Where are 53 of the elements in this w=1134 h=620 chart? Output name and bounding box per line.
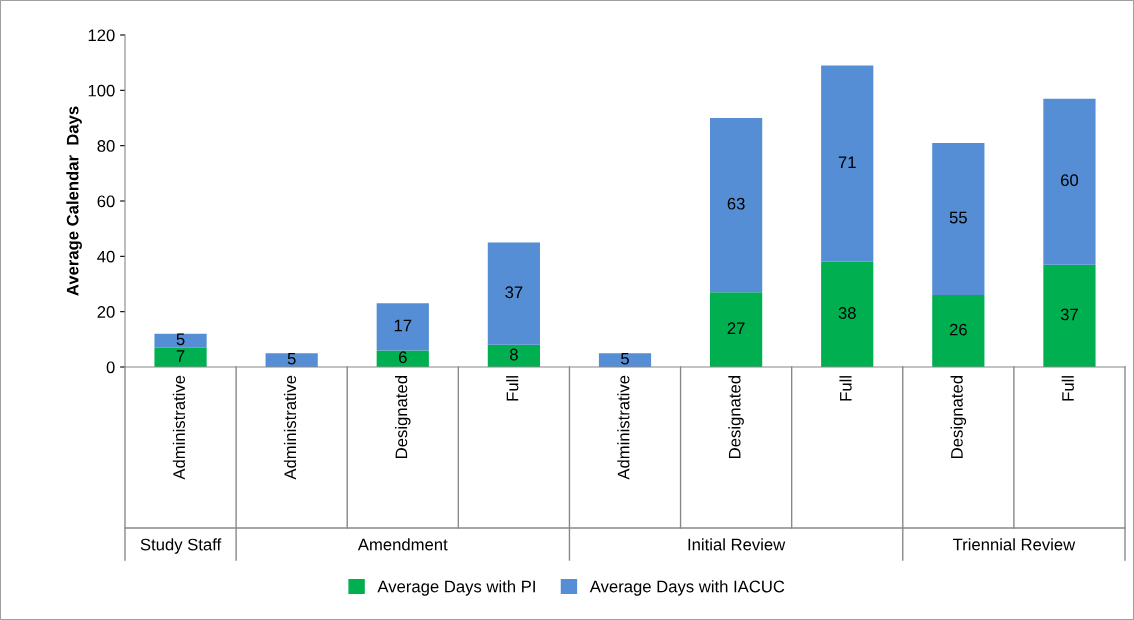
- x-tick-label: Designated: [395, 376, 411, 458]
- text: Amendment: [357, 538, 448, 551]
- data-label: 26: [949, 323, 967, 336]
- y-tick-label: 60: [97, 195, 115, 208]
- y-tick-label: 100: [88, 84, 115, 97]
- text: Initial Review: [688, 538, 786, 551]
- data-label: 5: [176, 333, 185, 346]
- x-tick-label: Designated: [950, 376, 967, 458]
- y-tick-label: 0: [106, 361, 115, 374]
- data-label: 71: [838, 156, 856, 168]
- text: Study Staff: [140, 538, 222, 554]
- x-tick-label: Full: [1061, 376, 1074, 401]
- bar: [710, 118, 763, 293]
- bar: [710, 292, 763, 367]
- data-label: 5: [621, 352, 629, 365]
- legend-label: Average Days with PI: [377, 580, 535, 596]
- bar: [154, 347, 207, 367]
- bar: [932, 295, 985, 367]
- data-label: 60: [1061, 174, 1079, 187]
- bar: [821, 261, 874, 367]
- y-tick-label: 80: [97, 140, 115, 152]
- x-tick-label: Full: [839, 376, 852, 401]
- data-label: 17: [394, 319, 412, 332]
- y-tick-label: 20: [97, 306, 115, 318]
- data-label: 27: [727, 322, 745, 334]
- text: Triennial Review: [952, 538, 1076, 551]
- data-label: 38: [838, 307, 856, 319]
- x-tick-label: Administrative: [617, 375, 630, 480]
- data-label: 63: [727, 197, 745, 210]
- data-label: 55: [949, 211, 967, 224]
- y-tick-label: 120: [88, 29, 115, 42]
- y-axis-title: Average Calendar Days: [66, 106, 82, 296]
- x-tick-label: Administrative: [283, 375, 297, 480]
- x-tick-label: Administrative: [172, 375, 186, 480]
- data-label: 6: [398, 351, 407, 364]
- bar: [376, 350, 429, 367]
- y-tick-label: 40: [97, 250, 115, 263]
- bar: [487, 242, 540, 345]
- x-tick-label: Designated: [728, 376, 744, 458]
- legend-label: Average Days with IACUC: [589, 580, 785, 596]
- bar: [1043, 98, 1096, 265]
- bar: [932, 142, 985, 296]
- bar: [376, 303, 429, 351]
- data-label: 37: [505, 286, 523, 299]
- data-label: 37: [1060, 308, 1078, 321]
- bar: [154, 333, 207, 348]
- data-label: 8: [509, 348, 518, 361]
- bar: [821, 65, 874, 262]
- bar: [487, 344, 540, 367]
- data-label: 7: [176, 350, 185, 362]
- x-tick-label: Full: [506, 376, 519, 401]
- data-label: 5: [287, 352, 296, 365]
- bar: [1043, 264, 1096, 367]
